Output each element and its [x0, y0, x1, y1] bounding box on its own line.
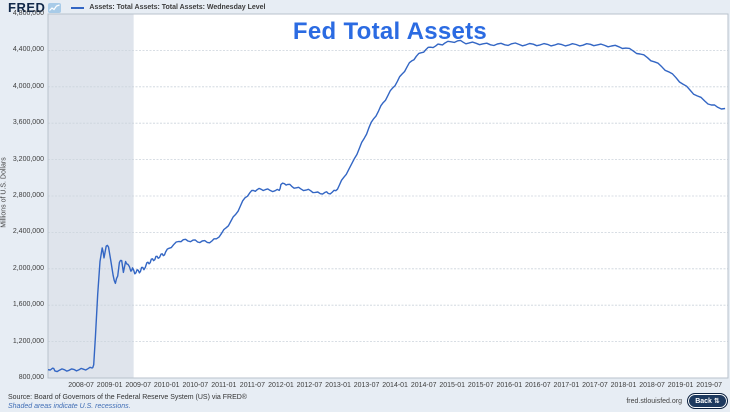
x-tick-label: 2013-01	[325, 382, 351, 389]
y-tick-label: 4,000,000	[12, 82, 44, 90]
site-url: fred.stlouisfed.org	[626, 398, 682, 405]
x-tick-label: 2011-07	[239, 382, 265, 389]
y-tick-label: 2,000,000	[12, 264, 44, 272]
x-tick-label: 2018-07	[639, 382, 665, 389]
x-tick-label: 2009-01	[96, 382, 123, 389]
x-tick-label: 2017-07	[582, 382, 608, 389]
y-tick-label: 3,600,000	[12, 119, 44, 127]
chart-header: FRED Assets: Total Assets: Total Assets:…	[8, 0, 265, 15]
x-tick-label: 2010-07	[182, 382, 209, 389]
source-text: Source: Board of Governors of the Federa…	[8, 394, 247, 401]
data-line	[47, 39, 726, 373]
x-tick-label: 2012-01	[268, 382, 294, 389]
y-tick-label: 1,600,000	[12, 301, 44, 309]
x-tick-label: 2014-01	[382, 382, 408, 389]
x-tick-label: 2019-07	[696, 382, 722, 389]
fred-logo: FRED	[8, 0, 46, 15]
x-tick-label: 2012-07	[296, 382, 323, 389]
recession-note: Shaded areas indicate U.S. recessions.	[8, 403, 131, 410]
x-tick-label: 2010-01	[153, 382, 180, 389]
y-tick-label: 4,800,000	[12, 10, 44, 17]
x-tick-label: 2014-07	[410, 382, 437, 389]
x-tick-label: 2015-01	[439, 382, 466, 389]
y-tick-label: 4,400,000	[12, 46, 44, 54]
x-tick-label: 2019-01	[667, 382, 694, 389]
back-button[interactable]: Back ⇅	[687, 393, 728, 409]
y-tick-label: 2,400,000	[12, 228, 44, 236]
series-legend: Assets: Total Assets: Total Assets: Wedn…	[71, 4, 265, 11]
x-tick-label: 2009-07	[125, 382, 152, 389]
x-tick-label: 2011-01	[211, 382, 237, 389]
y-tick-label: 3,200,000	[12, 155, 44, 163]
x-tick-label: 2013-07	[353, 382, 380, 389]
y-tick-label: 2,800,000	[12, 192, 44, 199]
x-tick-label: 2018-01	[610, 382, 637, 389]
x-tick-label: 2016-07	[525, 382, 551, 389]
chart-title: Fed Total Assets	[292, 18, 488, 45]
fred-logo-chart-icon	[48, 2, 62, 13]
legend-line-swatch	[71, 6, 85, 9]
y-tick-label: 800,000	[18, 374, 44, 381]
legend-label: Assets: Total Assets: Total Assets: Wedn…	[89, 4, 266, 11]
x-tick-label: 2017-01	[553, 382, 580, 389]
y-tick-label: 1,200,000	[12, 337, 44, 345]
plot-border	[47, 13, 729, 379]
x-tick-label: 2008-07	[68, 382, 94, 389]
x-tick-label: 2015-07	[467, 382, 494, 389]
x-tick-label: 2016-01	[496, 382, 523, 389]
